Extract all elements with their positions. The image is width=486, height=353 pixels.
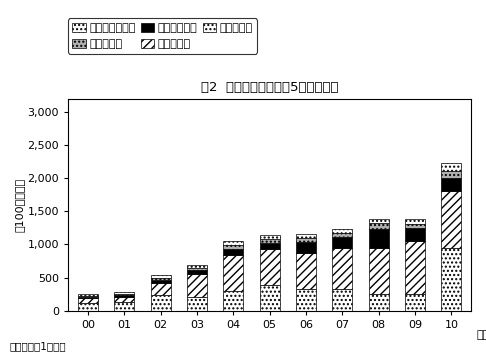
Bar: [151, 278, 171, 280]
Bar: [332, 233, 352, 237]
Bar: [187, 270, 207, 274]
Legend: エルサルバドル, ニカラグア, ホンジュラス, グアテマラ, コスタリカ: エルサルバドル, ニカラグア, ホンジュラス, グアテマラ, コスタリカ: [68, 18, 257, 54]
Bar: [224, 291, 243, 311]
Bar: [296, 253, 316, 289]
Bar: [441, 249, 461, 311]
Bar: [187, 274, 207, 297]
Bar: [187, 268, 207, 270]
Bar: [114, 294, 134, 295]
Bar: [441, 163, 461, 171]
Text: （出所）図1に同じ: （出所）図1に同じ: [10, 341, 67, 351]
Bar: [260, 234, 280, 239]
Y-axis label: （100万ドル）: （100万ドル）: [15, 178, 25, 232]
Bar: [78, 297, 98, 298]
Bar: [187, 297, 207, 311]
Bar: [224, 249, 243, 255]
Bar: [151, 295, 171, 311]
Bar: [296, 242, 316, 253]
Bar: [114, 292, 134, 294]
Text: （年）: （年）: [476, 330, 486, 340]
Bar: [151, 283, 171, 295]
Bar: [405, 219, 425, 223]
Bar: [260, 239, 280, 243]
Bar: [224, 245, 243, 249]
Bar: [78, 294, 98, 296]
Bar: [369, 248, 389, 294]
Bar: [332, 289, 352, 311]
Bar: [441, 171, 461, 178]
Bar: [114, 302, 134, 311]
Bar: [296, 289, 316, 311]
Bar: [260, 285, 280, 311]
Bar: [296, 234, 316, 238]
Bar: [441, 178, 461, 191]
Bar: [78, 296, 98, 297]
Bar: [369, 294, 389, 311]
Bar: [405, 223, 425, 228]
Bar: [332, 229, 352, 233]
Bar: [296, 238, 316, 242]
Bar: [151, 275, 171, 278]
Bar: [260, 249, 280, 285]
Bar: [114, 295, 134, 297]
Bar: [224, 255, 243, 291]
Bar: [114, 297, 134, 302]
Bar: [187, 265, 207, 268]
Bar: [224, 241, 243, 245]
Bar: [78, 298, 98, 303]
Bar: [369, 219, 389, 223]
Bar: [260, 243, 280, 249]
Bar: [369, 229, 389, 248]
Bar: [441, 191, 461, 249]
Bar: [405, 241, 425, 294]
Bar: [332, 237, 352, 248]
Title: 図2  メキシコの対中米5ヵ国輸入額: 図2 メキシコの対中米5ヵ国輸入額: [201, 80, 338, 94]
Bar: [151, 280, 171, 283]
Bar: [405, 228, 425, 241]
Bar: [369, 223, 389, 229]
Bar: [332, 248, 352, 289]
Bar: [405, 294, 425, 311]
Bar: [78, 303, 98, 311]
